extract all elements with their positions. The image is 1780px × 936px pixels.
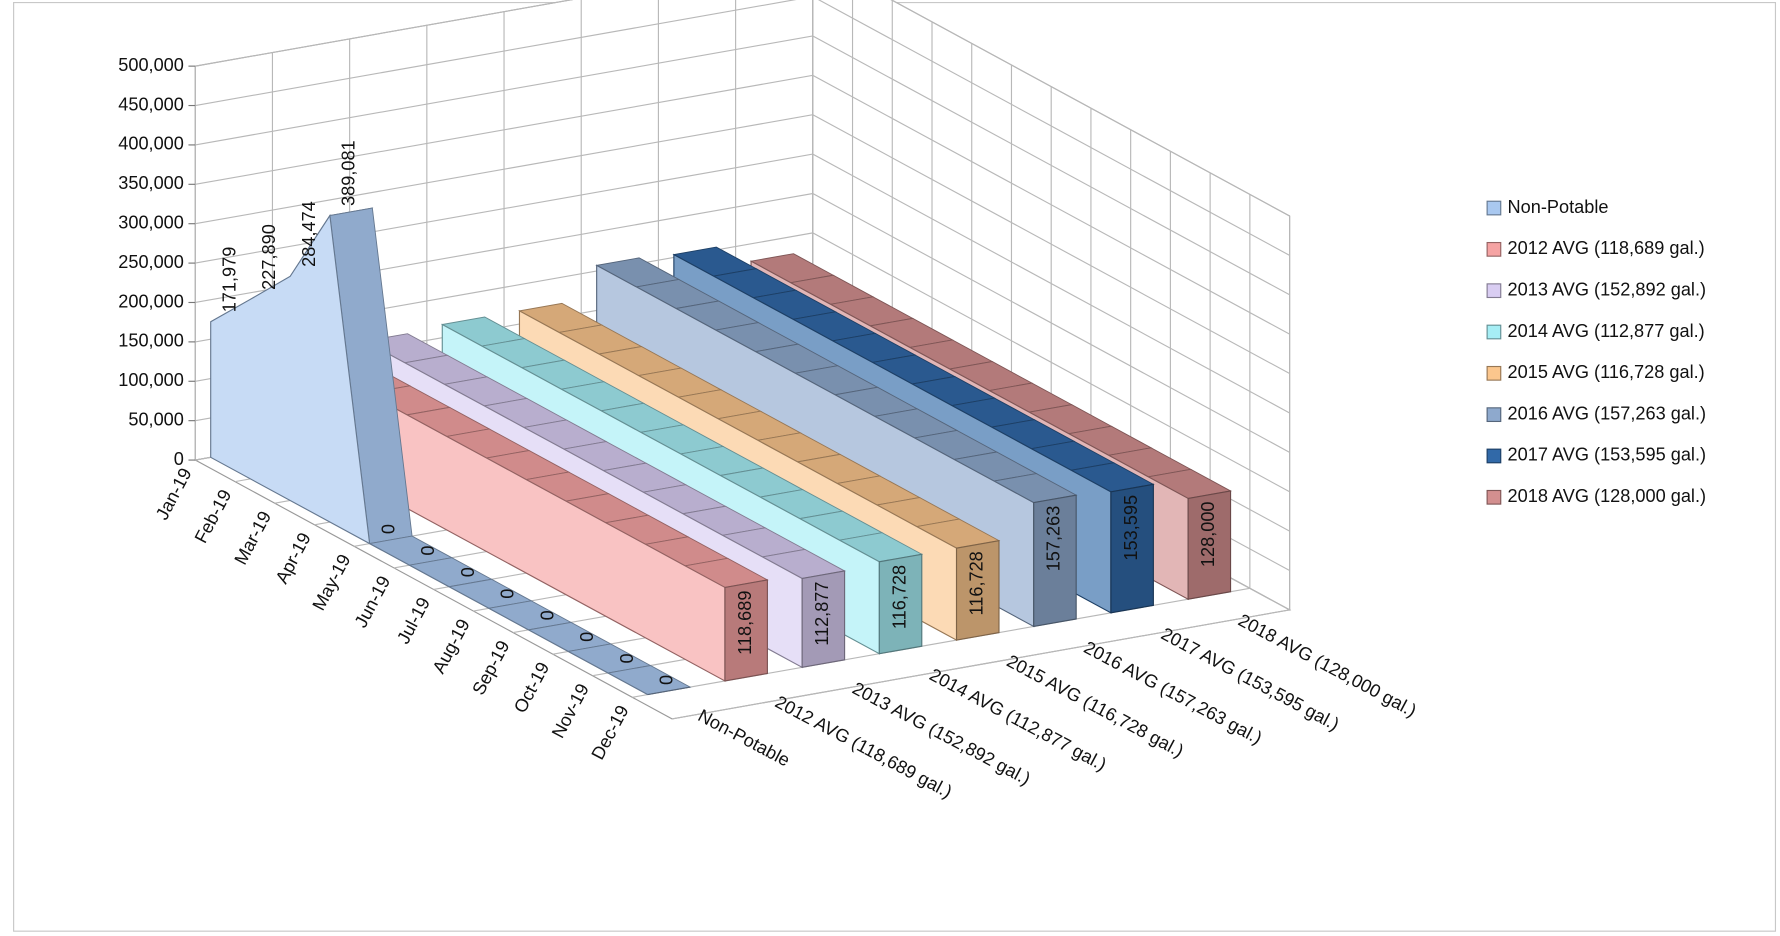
legend-label: 2015 AVG (116,728 gal.) [1508,362,1705,382]
value-label: 0 [378,524,398,534]
y-tick-label: 300,000 [118,213,184,233]
legend-label: 2017 AVG (153,595 gal.) [1508,445,1707,465]
value-label: 118,689 [735,591,755,655]
legend-swatch [1486,200,1502,216]
ribbon-face [210,213,649,696]
value-label: 116,728 [967,551,987,615]
grid-line [195,74,1290,335]
legend-label: Non-Potable [1508,197,1609,217]
y-tick-label: 0 [174,449,184,469]
y-tick-label: 50,000 [128,409,184,429]
ribbon-end [1187,490,1232,600]
y-tick-label: 250,000 [118,252,184,272]
grid-line [195,153,1290,414]
legend-swatch [1486,448,1502,464]
grid-line [195,35,1290,296]
y-tick-label: 500,000 [118,55,184,75]
grid-line [195,192,1290,453]
y-tick-label: 200,000 [118,291,184,311]
ribbon-end [1033,494,1077,628]
value-label: 128,000 [1198,501,1218,567]
legend-label: 2014 AVG (112,877 gal.) [1508,321,1705,341]
y-tick-label: 150,000 [118,331,184,351]
legend-label: 2016 AVG (157,263 gal.) [1508,403,1707,423]
legend-swatch [1486,365,1502,381]
value-label: 116,728 [889,565,909,629]
legend-swatch [1486,283,1502,299]
legend-label: 2018 AVG (128,000 gal.) [1508,486,1707,506]
value-label: 389,081 [339,140,359,206]
value-label: 0 [617,653,637,663]
grid-line [195,0,1290,217]
value-label: 157,263 [1044,506,1064,572]
value-label: 0 [418,546,438,556]
grid-line [195,114,1290,375]
value-label: 0 [657,675,677,685]
value-label: 153,595 [1121,495,1141,561]
value-label: 0 [577,632,597,642]
grid-line [195,0,1290,256]
value-label: 112,877 [812,581,832,645]
value-label: 227,890 [259,224,279,290]
value-label: 171,979 [219,247,239,313]
y-tick-label: 450,000 [118,94,184,114]
floor-divider [671,609,1290,720]
legend-swatch [1486,407,1502,423]
legend-swatch [1486,241,1502,257]
value-label: 0 [537,610,557,620]
y-tick-label: 350,000 [118,173,184,193]
y-tick-label: 400,000 [118,134,184,154]
ribbon-end [878,553,923,655]
y-tick-label: 100,000 [118,370,184,390]
legend-swatch [1486,489,1502,505]
ribbon-end [1110,483,1154,614]
legend-swatch [1486,324,1502,340]
grid-line [195,232,1290,493]
ribbon-end [724,579,768,682]
value-label: 284,474 [299,201,319,267]
ribbon-end [955,539,1000,641]
ribbon-end [801,570,846,669]
ribbon-end [647,686,691,696]
legend-label: 2013 AVG (152,892 gal.) [1508,279,1707,299]
value-label: 0 [458,567,478,577]
value-label: 0 [498,589,518,599]
legend-label: 2012 AVG (118,689 gal.) [1508,238,1705,258]
